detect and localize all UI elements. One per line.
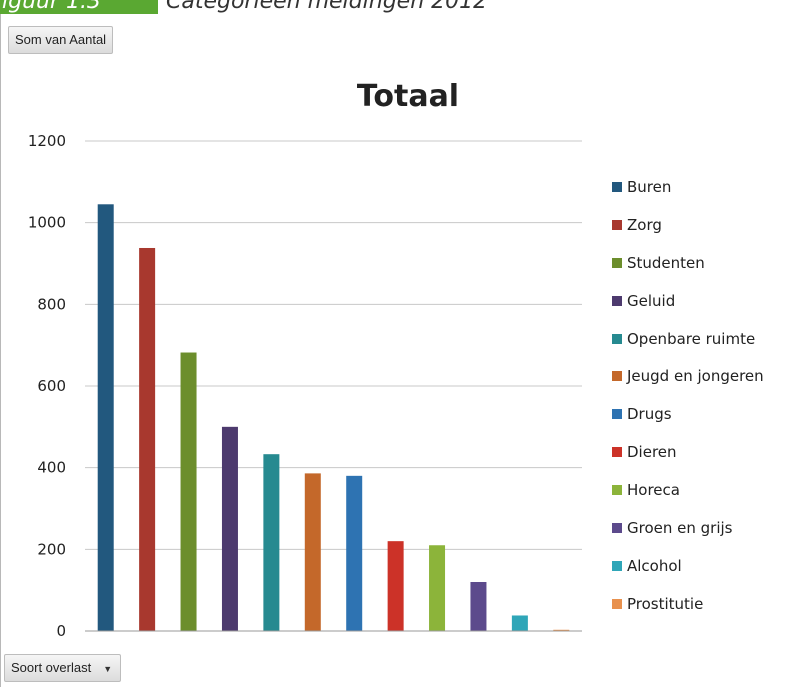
bars bbox=[97, 204, 570, 631]
legend-item: Groen en grijs bbox=[612, 509, 764, 547]
legend-label: Jeugd en jongeren bbox=[627, 367, 764, 386]
legend: Buren Zorg Studenten Geluid Openbare ruimte J… bbox=[612, 168, 764, 623]
legend-item: Geluid bbox=[612, 282, 764, 320]
legend-label: Alcohol bbox=[627, 556, 682, 575]
bar-groen-en-grijs bbox=[470, 582, 487, 631]
legend-label: Geluid bbox=[627, 291, 676, 310]
bar-zorg bbox=[139, 247, 156, 631]
bar-jeugd-en-jongeren bbox=[304, 473, 321, 631]
legend-label: Buren bbox=[627, 177, 672, 196]
legend-swatch bbox=[612, 522, 622, 533]
gridlines bbox=[85, 140, 582, 550]
legend-swatch bbox=[612, 371, 622, 382]
bar-dieren bbox=[387, 541, 404, 631]
legend-swatch bbox=[612, 333, 622, 344]
chart-title: Totaal bbox=[357, 79, 459, 114]
bar-studenten bbox=[180, 352, 197, 631]
legend-swatch bbox=[612, 295, 622, 306]
figure-caption: iguur 1.3 Categorieën meldingen 2012 bbox=[0, 0, 797, 14]
axis-field-dropdown[interactable]: Soort overlast ▼ bbox=[4, 654, 122, 682]
legend-swatch bbox=[612, 219, 622, 230]
y-tick-label: 400 bbox=[37, 459, 66, 477]
legend-label: Groen en grijs bbox=[627, 518, 733, 537]
y-tick-label: 1000 bbox=[28, 214, 66, 232]
bar-openbare-ruimte bbox=[263, 454, 280, 631]
legend-swatch bbox=[612, 560, 622, 571]
legend-swatch bbox=[612, 257, 622, 268]
legend-item: Alcohol bbox=[612, 547, 764, 585]
legend-item: Buren bbox=[612, 168, 764, 206]
chevron-down-icon: ▼ bbox=[103, 664, 113, 674]
legend-swatch bbox=[612, 598, 622, 609]
legend-item: Prostitutie bbox=[612, 585, 764, 623]
legend-label: Openbare ruimte bbox=[627, 329, 756, 348]
legend-label: Dieren bbox=[627, 443, 677, 462]
legend-item: Openbare ruimte bbox=[612, 320, 764, 358]
bar-drugs bbox=[346, 475, 363, 631]
legend-label: Prostitutie bbox=[627, 594, 704, 613]
legend-item: Horeca bbox=[612, 471, 764, 509]
bar-prostitutie bbox=[553, 629, 570, 631]
figure-title: Categorieën meldingen 2012 bbox=[166, 0, 488, 14]
bar-horeca bbox=[429, 545, 446, 631]
legend-swatch bbox=[612, 409, 622, 420]
y-tick-label: 800 bbox=[37, 295, 66, 313]
legend-swatch bbox=[612, 447, 622, 458]
bar-buren bbox=[97, 204, 114, 631]
value-field-button[interactable]: Som van Aantal bbox=[8, 26, 114, 54]
legend-label: Drugs bbox=[627, 405, 672, 424]
axis-field-label: Soort overlast bbox=[11, 660, 92, 675]
legend-label: Zorg bbox=[627, 215, 662, 234]
y-axis-ticks: 0 200 400 600 800 1000 1200 bbox=[28, 132, 66, 640]
y-tick-label: 1200 bbox=[28, 132, 66, 150]
legend-item: Jeugd en jongeren bbox=[612, 357, 764, 395]
y-tick-label: 600 bbox=[37, 377, 66, 395]
legend-item: Zorg bbox=[612, 206, 764, 244]
legend-swatch bbox=[612, 485, 622, 496]
y-tick-label: 200 bbox=[37, 540, 66, 558]
legend-label: Horeca bbox=[627, 481, 680, 500]
legend-item: Drugs bbox=[612, 395, 764, 433]
legend-label: Studenten bbox=[627, 253, 705, 272]
bar-alcohol bbox=[511, 615, 528, 631]
legend-item: Studenten bbox=[612, 244, 764, 282]
legend-swatch bbox=[612, 181, 622, 192]
bar-geluid bbox=[221, 426, 238, 631]
y-tick-label: 0 bbox=[56, 622, 66, 640]
legend-item: Dieren bbox=[612, 433, 764, 471]
figure-number: iguur 1.3 bbox=[0, 0, 158, 14]
